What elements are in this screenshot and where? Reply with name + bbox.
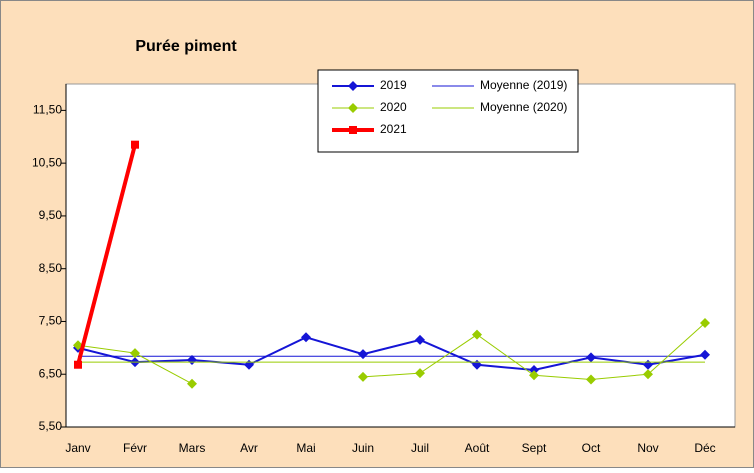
x-tick-label: Avr — [240, 441, 258, 455]
legend-label: 2020 — [380, 100, 407, 114]
data-point — [74, 360, 82, 369]
data-point — [529, 370, 539, 381]
x-tick-label: Sept — [522, 441, 547, 455]
x-tick-label: Août — [465, 441, 490, 455]
data-point — [586, 352, 596, 363]
x-tick-label: Déc — [694, 441, 715, 455]
data-point — [643, 369, 653, 380]
x-tick-label: Juin — [352, 441, 374, 455]
x-tick-label: Mai — [296, 441, 315, 455]
y-tick-label: 11,50 — [33, 103, 62, 117]
x-tick-label: Janv — [65, 441, 90, 455]
data-point — [415, 334, 425, 345]
series-line — [76, 144, 137, 366]
x-tick-label: Nov — [637, 441, 658, 455]
data-point — [700, 318, 710, 329]
legend-marker — [348, 81, 358, 91]
y-tick-label: 6,50 — [39, 366, 63, 380]
data-point — [301, 332, 311, 343]
data-point — [358, 371, 368, 382]
y-tick-label: 5,50 — [39, 419, 63, 433]
y-tick-label: 8,50 — [39, 261, 63, 275]
data-point — [529, 365, 539, 376]
data-point — [700, 349, 710, 360]
data-point — [130, 348, 140, 359]
legend-label: 2021 — [380, 122, 407, 136]
x-tick-label: Oct — [582, 441, 601, 455]
series-line — [77, 336, 706, 372]
data-point — [187, 378, 197, 389]
legend-label: Moyenne (2019) — [480, 78, 567, 92]
x-tick-label: Févr — [123, 441, 147, 455]
data-point — [131, 140, 139, 149]
legend-marker — [348, 103, 358, 113]
x-tick-label: Juil — [411, 441, 429, 455]
data-point — [586, 374, 596, 385]
legend-label: Moyenne (2020) — [480, 100, 567, 114]
legend — [317, 69, 579, 153]
x-tick-label: Mars — [179, 441, 206, 455]
data-point — [472, 329, 482, 340]
y-tick-label: 7,50 — [39, 314, 63, 328]
chart-title: Purée piment — [135, 38, 237, 55]
data-point — [415, 368, 425, 379]
legend-label: 2019 — [380, 78, 407, 92]
y-tick-label: 10,50 — [32, 155, 62, 169]
y-tick-label: 9,50 — [39, 208, 63, 222]
legend-marker — [349, 126, 357, 134]
